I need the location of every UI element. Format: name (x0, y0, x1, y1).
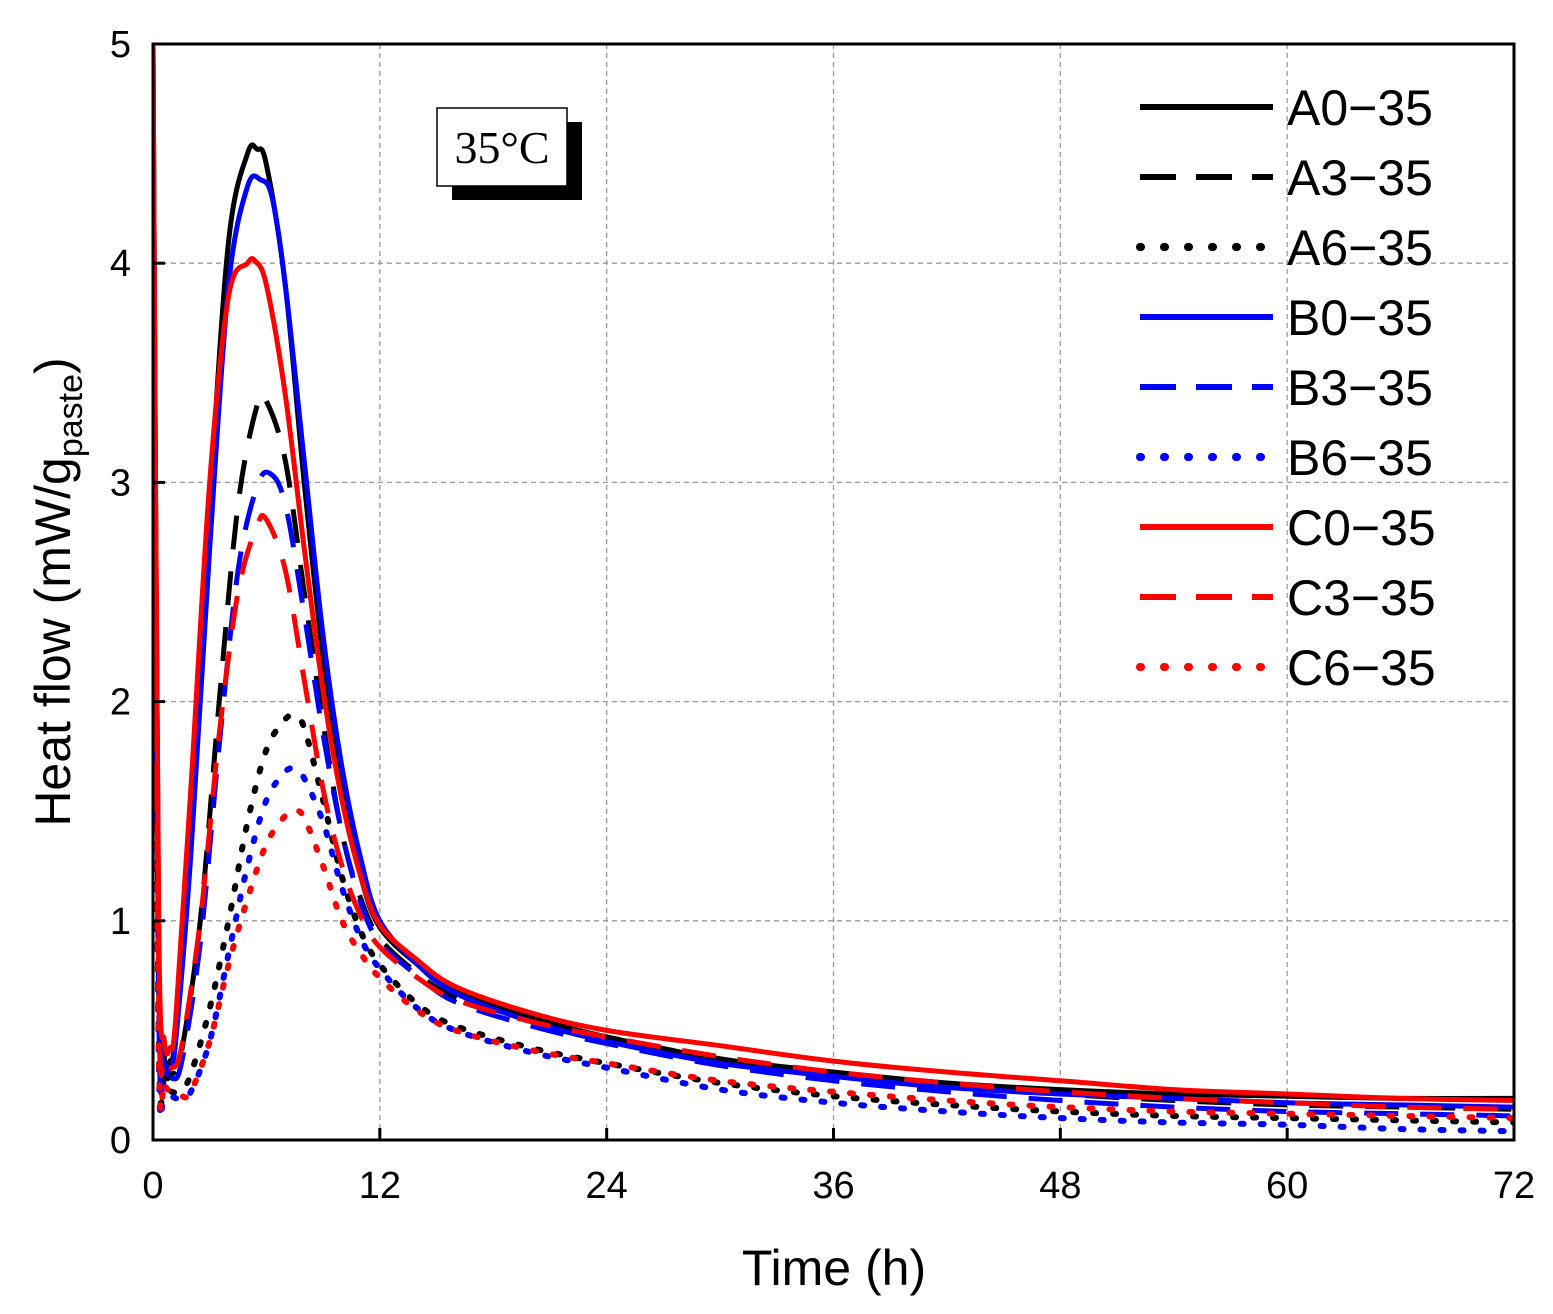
legend: A0−35 A3−35 A6−35 B0−35 B3−35 B6−35 C0−35 C3−35… (1136, 80, 1436, 696)
y-axis-title-close: ) (25, 357, 81, 374)
series-line-B635 (153, 304, 1514, 1135)
y-tick-label: 3 (110, 462, 131, 504)
x-tick-label: 48 (1039, 1165, 1081, 1207)
series-line-C335 (153, 153, 1514, 1112)
temperature-annotation: 35°C (436, 107, 582, 200)
legend-label: B3−35 (1287, 360, 1433, 416)
series-line-C635 (153, 282, 1514, 1122)
annotation-text: 35°C (454, 122, 549, 173)
series-layer (153, 44, 1514, 1135)
x-tick-label: 60 (1266, 1165, 1308, 1207)
legend-label: B0−35 (1287, 290, 1433, 346)
x-tick-label: 24 (586, 1165, 628, 1207)
annotation-box (436, 107, 568, 187)
axis-ticks (151, 42, 1516, 1142)
legend-label: B6−35 (1287, 430, 1433, 486)
legend-label: C0−35 (1287, 500, 1436, 556)
x-tick-label: 72 (1493, 1165, 1535, 1207)
x-axis-title: Time (h) (742, 1240, 926, 1296)
legend-label: C6−35 (1287, 640, 1436, 696)
legend-label: A6−35 (1287, 220, 1433, 276)
x-tick-label: 12 (359, 1165, 401, 1207)
y-tick-label: 5 (110, 24, 131, 66)
legend-label: A0−35 (1287, 80, 1433, 136)
legend-label: C3−35 (1287, 570, 1436, 626)
x-tick-label: 36 (812, 1165, 854, 1207)
x-tick-label: 0 (142, 1165, 163, 1207)
legend-label: A3−35 (1287, 150, 1433, 206)
y-tick-label: 0 (110, 1120, 131, 1162)
series-line-B335 (153, 175, 1514, 1119)
y-tick-label: 4 (110, 243, 131, 285)
y-axis-title: Heat flow (mW/gpaste) (25, 357, 90, 826)
y-tick-label: 2 (110, 682, 131, 724)
y-tick-label: 1 (110, 901, 131, 943)
y-axis-title-main: Heat flow (mW/g (25, 457, 81, 827)
y-axis-title-subscript: paste (52, 374, 90, 457)
series-line-C035 (153, 44, 1514, 1103)
